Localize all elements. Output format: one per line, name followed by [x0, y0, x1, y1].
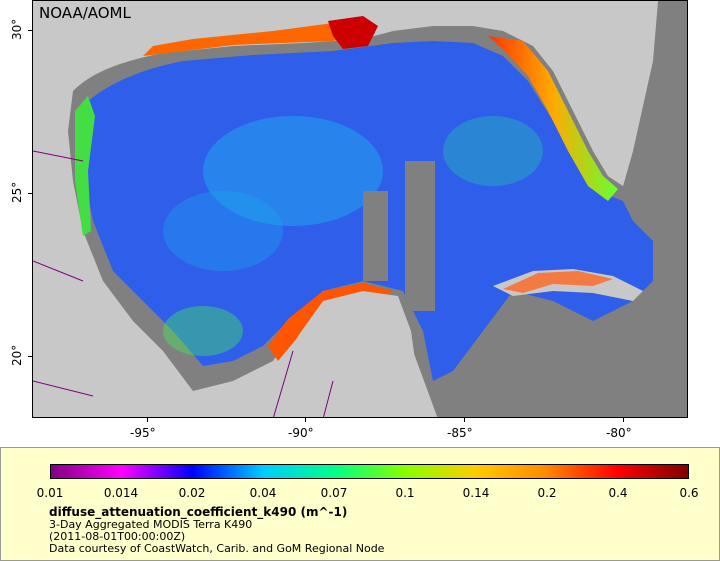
colorbar-label: 0.1	[395, 486, 415, 500]
data-courtesy: Data courtesy of CoastWatch, Carib. and …	[49, 542, 385, 555]
colorbar-label: 0.014	[103, 486, 139, 500]
x-tick-mark	[464, 418, 465, 422]
colorbar-label: 0.04	[249, 486, 277, 500]
mississippi-plume	[328, 16, 378, 49]
colorbar-label: 0.14	[462, 486, 490, 500]
colorbar	[50, 464, 689, 479]
x-tick-mark	[147, 418, 148, 422]
dataset-name: 3-Day Aggregated MODIS Terra K490	[49, 518, 253, 531]
x-tick-label: -90°	[288, 426, 314, 440]
cyan-patch	[203, 116, 383, 226]
y-tick-mark	[28, 30, 32, 31]
green-patch	[163, 306, 243, 356]
western-coastal-band	[75, 96, 95, 236]
cyan-patch	[163, 191, 283, 271]
x-tick-label: -80°	[606, 426, 632, 440]
cuba-coastal-band	[503, 271, 613, 293]
cyan-patch	[443, 116, 543, 186]
y-tick-label: 30°	[10, 18, 24, 40]
colorbar-label: 0.6	[679, 486, 699, 500]
time-stamp: (2011-08-01T00:00:00Z)	[49, 530, 186, 543]
map-image	[33, 1, 687, 417]
variable-name: diffuse_attenuation_coefficient_k490 (m^…	[49, 505, 348, 519]
map-panel: NOAA/AOML	[32, 0, 688, 418]
colorbar-label: 0.01	[36, 486, 64, 500]
x-tick-label: -85°	[447, 426, 473, 440]
map-credit: NOAA/AOML	[39, 4, 131, 22]
y-tick-mark	[28, 193, 32, 194]
x-tick-label: -95°	[130, 426, 156, 440]
legend-panel: 0.01 0.014 0.02 0.04 0.07 0.1 0.14 0.2 0…	[0, 447, 720, 561]
x-tick-mark	[623, 418, 624, 422]
y-tick-label: 25°	[10, 181, 24, 203]
political-borders	[33, 150, 334, 417]
colorbar-label: 0.07	[320, 486, 348, 500]
y-tick-mark	[28, 356, 32, 357]
northern-coastal-band	[143, 23, 363, 56]
colorbar-label: 0.02	[178, 486, 206, 500]
no-data-strip	[405, 161, 435, 311]
y-tick-label: 20°	[10, 344, 24, 366]
florida-peninsula	[578, 31, 633, 186]
colorbar-label: 0.4	[608, 486, 628, 500]
no-data-strip	[363, 191, 388, 281]
eastern-coastal-band	[488, 36, 618, 201]
colorbar-label: 0.2	[537, 486, 557, 500]
x-tick-mark	[305, 418, 306, 422]
no-data-strip	[658, 1, 687, 417]
yucatan-peninsula	[263, 291, 423, 417]
